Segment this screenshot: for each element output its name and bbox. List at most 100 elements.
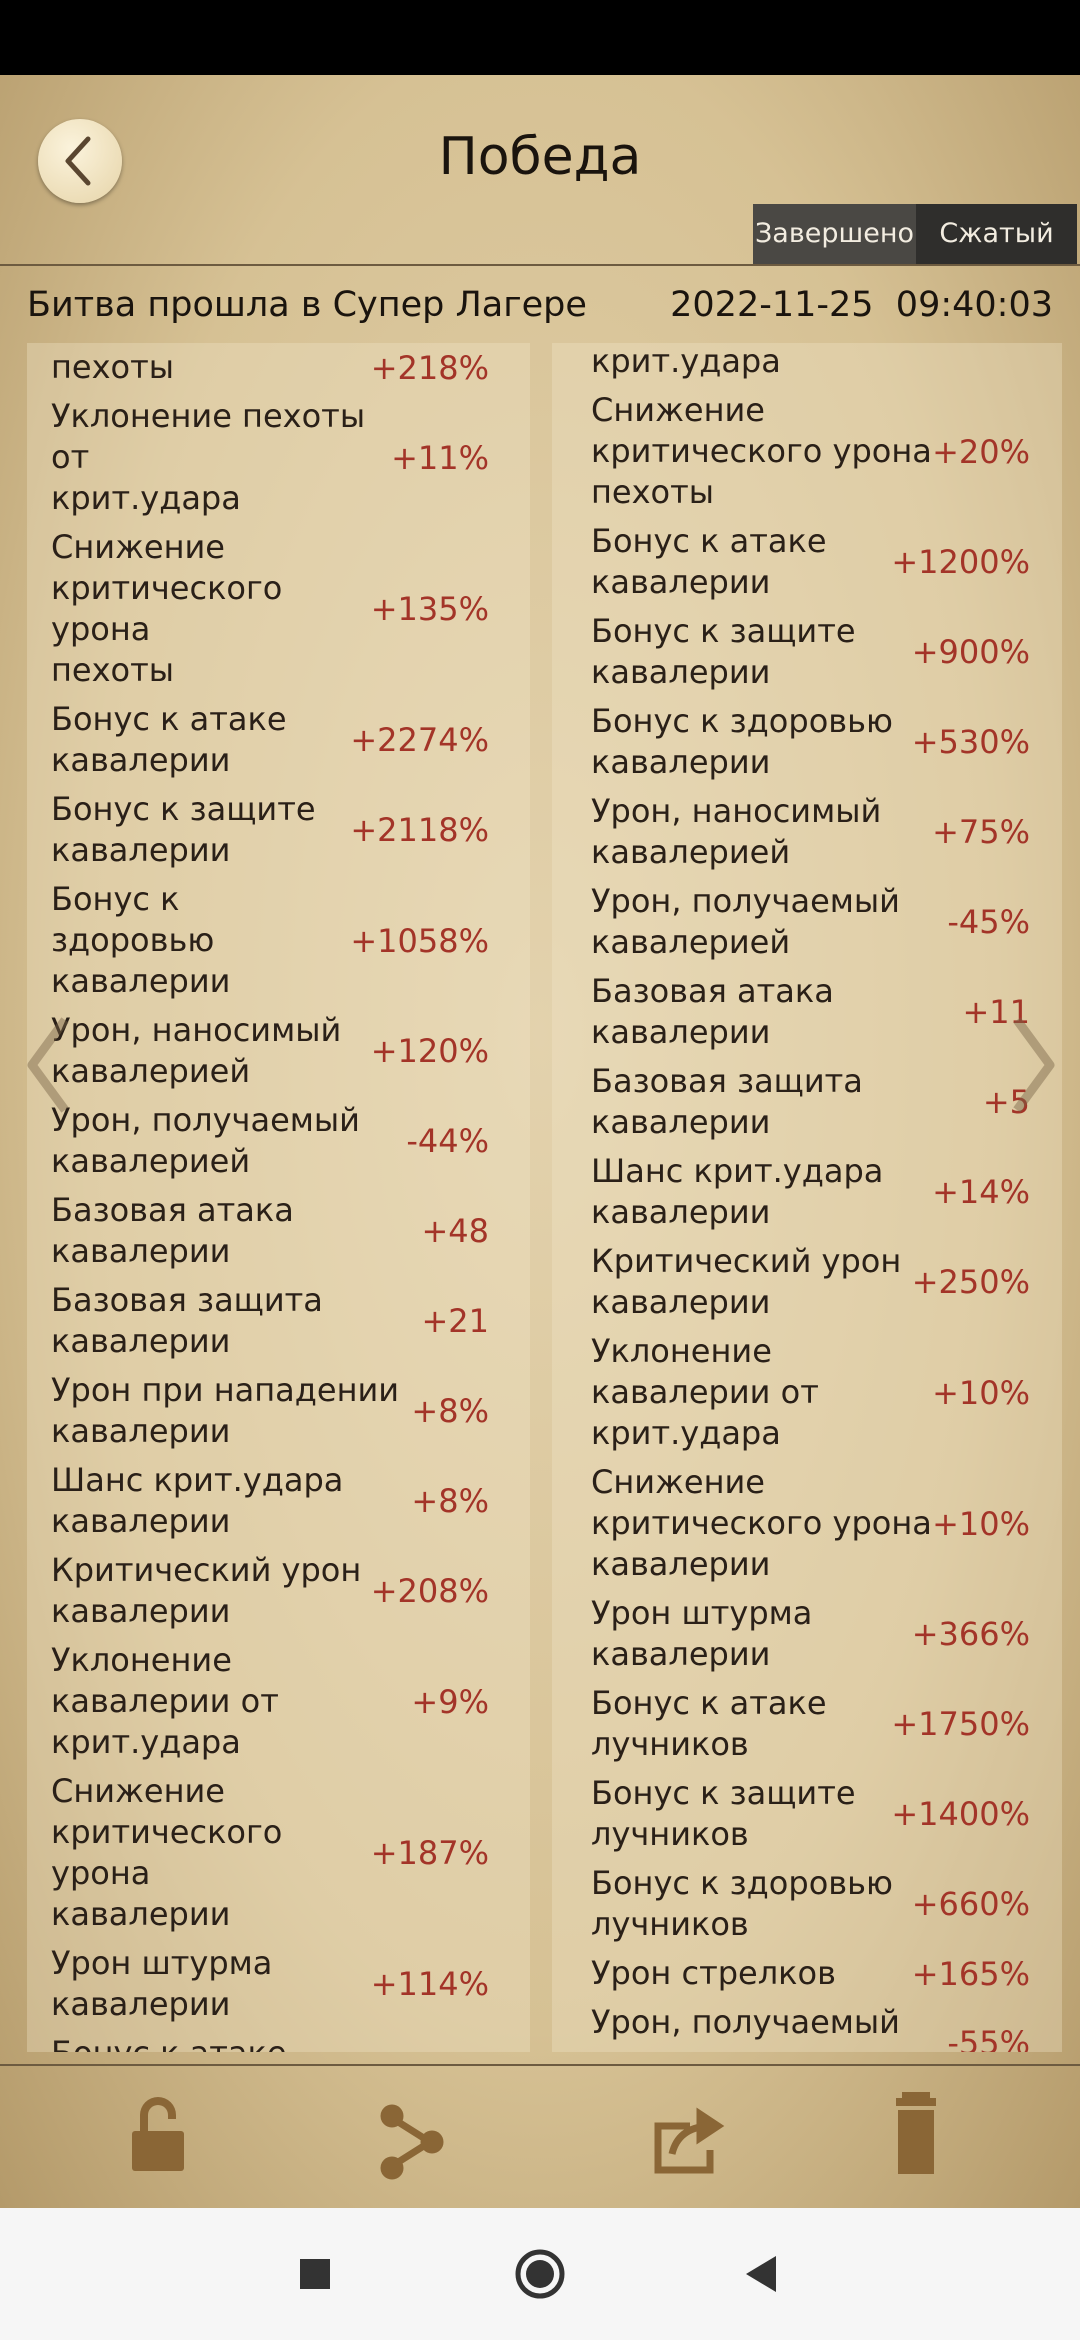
stat-label: Снижение критического урона пехоты <box>51 528 283 689</box>
navigation-bar <box>0 2208 1080 2340</box>
stat-label: Базовая защита кавалерии <box>591 1062 863 1141</box>
stat-label: Уклонение пехоты от крит.удара <box>51 397 366 517</box>
stat-label: Бонус к здоровью кавалерии <box>591 702 893 781</box>
stat-row: Базовая атака кавалерии +11 <box>552 967 1062 1057</box>
stat-label: Бонус к защите кавалерии <box>51 790 316 869</box>
lock-button[interactable] <box>132 2097 184 2171</box>
stat-value: +1750% <box>891 1705 1030 1743</box>
stat-label: Базовая защита кавалерии <box>51 1281 323 1360</box>
stat-label: Урон штурма кавалерии <box>591 1594 813 1673</box>
stats-column: крит.удара Снижение критического урона пе… <box>552 343 1062 2052</box>
stat-label: Бонус к здоровью лучников <box>591 1864 893 1943</box>
stat-row: Снижение критического урона кавалерии +18… <box>27 1767 530 1939</box>
recents-button[interactable] <box>300 2259 330 2289</box>
stat-value: -55% <box>947 2024 1030 2052</box>
stat-label: Урон, получаемый кавалерией <box>591 882 900 961</box>
stat-label: пехоты <box>51 348 175 386</box>
stat-value: +1200% <box>891 543 1030 581</box>
stat-value: +250% <box>911 1263 1030 1301</box>
stat-row: Бонус к здоровью лучников +660% <box>552 1859 1062 1949</box>
stat-value: +900% <box>911 633 1030 671</box>
stat-value: +208% <box>370 1572 489 1610</box>
stat-value: +75% <box>932 813 1030 851</box>
stat-row: Урон при нападении кавалерии +8% <box>27 1366 530 1456</box>
stat-label: Критический урон кавалерии <box>51 1551 362 1630</box>
stat-value: +8% <box>411 1482 489 1520</box>
stat-label: Урон, наносимый кавалерией <box>591 792 882 871</box>
stat-row: Бонус к защите кавалерии +900% <box>552 607 1062 697</box>
stat-row: Снижение критического урона пехоты +135% <box>27 523 530 695</box>
tab[interactable]: Сжатый <box>916 204 1077 264</box>
stat-label: Урон, получаемый стрелками <box>591 2003 900 2052</box>
stat-row: Бонус к атаке лучников +1750% <box>552 1679 1062 1769</box>
home-button[interactable] <box>515 2249 565 2299</box>
delete-button[interactable] <box>896 2092 936 2174</box>
stat-value: +120% <box>370 1032 489 1070</box>
stat-value: +48 <box>421 1212 489 1250</box>
stat-label: крит.удара <box>591 343 781 380</box>
title: Победа <box>438 127 642 187</box>
tabs: Завершено Сжатый <box>753 204 1077 264</box>
stat-row: Бонус к защите кавалерии +2118% <box>27 785 530 875</box>
stat-row: Бонус к атаке кавалерии +1200% <box>552 517 1062 607</box>
stat-label: Базовая атака кавалерии <box>591 972 834 1051</box>
divider <box>0 2064 1080 2066</box>
stat-value: +135% <box>370 590 489 628</box>
tab[interactable]: Завершено <box>753 204 916 264</box>
stat-row: Урон, получаемый кавалерией -44% <box>27 1096 530 1186</box>
stat-row: крит.удара <box>552 343 1062 386</box>
stat-row: Базовая защита кавалерии +21 <box>27 1276 530 1366</box>
back-nav-button[interactable] <box>746 2256 776 2292</box>
stat-value: +21 <box>421 1302 489 1340</box>
stat-row: Урон штурма кавалерии +366% <box>552 1589 1062 1679</box>
stat-row: Бонус к здоровью кавалерии +1058% <box>27 875 530 1006</box>
stat-row: Урон, получаемый стрелками -55% <box>552 1998 1062 2052</box>
stat-label: Снижение критического урона пехоты <box>591 391 932 511</box>
stat-row: Урон, наносимый кавалерией +120% <box>27 1006 530 1096</box>
stat-label: Бонус к атаке лучников <box>591 1684 827 1763</box>
stat-value: +114% <box>370 1965 489 2003</box>
share-button[interactable] <box>380 2104 444 2180</box>
stat-label: Шанс крит.удара кавалерии <box>591 1152 884 1231</box>
stat-value: +187% <box>370 1834 489 1872</box>
stat-row: Урон стрелков +165% <box>552 1949 1062 1998</box>
rows: пехоты +218% Уклонение пехоты от крит.удар… <box>27 343 530 2052</box>
stat-row: Бонус к атаке лучников+1536% <box>27 2029 530 2052</box>
stat-value: +165% <box>911 1954 1030 1993</box>
stat-label: Уклонение кавалерии от крит.удара <box>51 1641 279 1761</box>
back-button[interactable] <box>38 119 122 203</box>
stat-value: +1058% <box>350 921 489 960</box>
stat-value: +14% <box>932 1173 1030 1211</box>
stat-label: Уклонение кавалерии от крит.удара <box>591 1332 819 1452</box>
app: Победа Завершено Сжатый Битва прошла в С… <box>0 75 1080 2208</box>
stat-label: Урон, получаемый кавалерией <box>51 1101 360 1180</box>
stat-value: -45% <box>947 903 1030 941</box>
stat-row: Критический урон кавалерии +250% <box>552 1237 1062 1327</box>
export-button[interactable] <box>654 2107 725 2174</box>
stat-row: Критический урон кавалерии +208% <box>27 1546 530 1636</box>
stat-value: -44% <box>406 1122 489 1160</box>
stat-value: +10% <box>932 1504 1030 1543</box>
stat-label: Снижение критического урона кавалерии <box>591 1463 932 1583</box>
back-icon <box>65 136 91 186</box>
stat-value: +11% <box>391 438 489 477</box>
stat-label: Урон штурма кавалерии <box>51 1944 273 2023</box>
next-arrow[interactable] <box>1002 1010 1062 1120</box>
stat-row: Уклонение пехоты от крит.удара +11% <box>27 392 530 523</box>
stat-row: Бонус к атаке кавалерии +2274% <box>27 695 530 785</box>
stat-value: +5 <box>982 1083 1030 1121</box>
stat-value: +8% <box>411 1392 489 1430</box>
stat-row: Шанс крит.удара кавалерии +14% <box>552 1147 1062 1237</box>
divider <box>0 264 1080 266</box>
stats-column: пехоты +218% Уклонение пехоты от крит.удар… <box>27 343 530 2052</box>
stat-row: Базовая защита кавалерии +5 <box>552 1057 1062 1147</box>
stat-label: Шанс крит.удара кавалерии <box>51 1461 344 1540</box>
stat-row: Базовая атака кавалерии +48 <box>27 1186 530 1276</box>
stat-label: Бонус к атаке кавалерии <box>591 522 827 601</box>
prev-arrow[interactable] <box>20 1010 80 1120</box>
stat-value: +2274% <box>350 721 489 759</box>
stat-row: Снижение критического урона кавалерии +10… <box>552 1458 1062 1589</box>
stat-value: +9% <box>411 1682 489 1721</box>
stat-row: Урон штурма кавалерии +114% <box>27 1939 530 2029</box>
